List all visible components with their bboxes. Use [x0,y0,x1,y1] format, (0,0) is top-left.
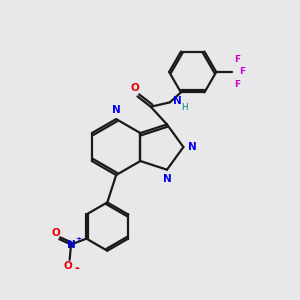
Text: O: O [131,83,140,93]
Text: -: - [74,262,79,275]
Text: O: O [52,228,61,238]
Text: N: N [188,142,196,152]
Text: F: F [234,80,240,89]
Text: F: F [234,55,240,64]
Text: H: H [181,103,188,112]
Text: N: N [67,239,76,250]
Text: F: F [239,67,245,76]
Text: N: N [163,174,171,184]
Text: N: N [173,96,182,106]
Text: N: N [112,105,121,115]
Text: +: + [75,236,81,242]
Text: O: O [64,261,72,271]
